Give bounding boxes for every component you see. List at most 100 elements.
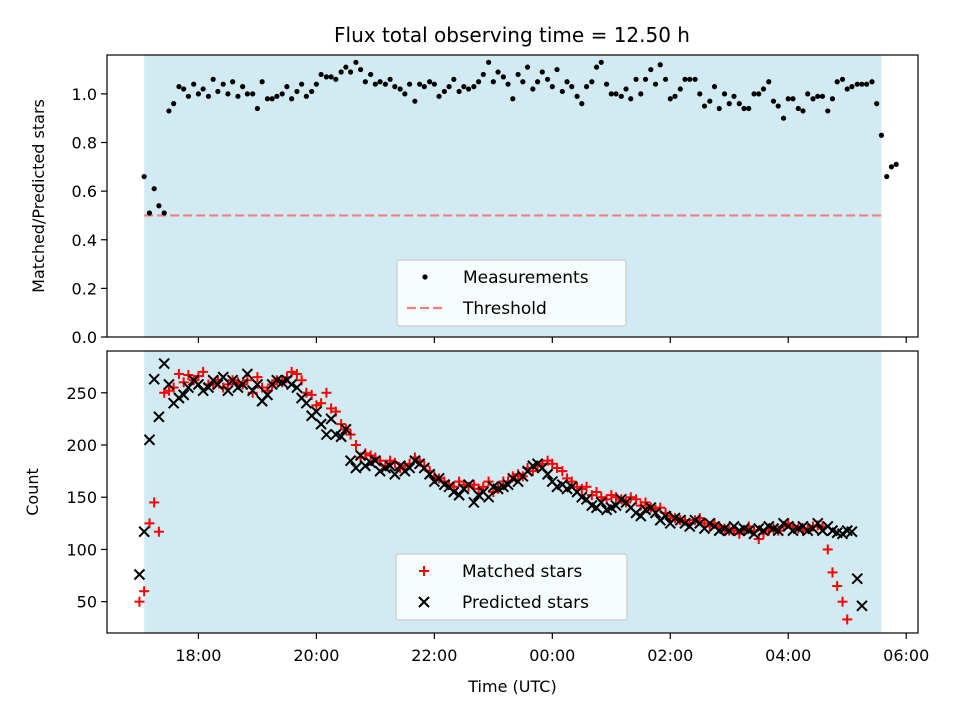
matched-star-marker	[350, 440, 361, 450]
measurement-point	[554, 66, 560, 73]
predicted-star-marker	[507, 472, 519, 485]
measurement-point	[471, 84, 477, 90]
matched-star-marker	[252, 372, 263, 383]
measurement-point	[642, 76, 649, 82]
measurement-point	[878, 132, 885, 138]
predicted-star-marker	[197, 384, 209, 397]
matched-star-marker	[198, 366, 209, 377]
measurement-point	[874, 101, 880, 107]
top-ytick-label: 0.2	[72, 279, 97, 298]
predicted-star-marker	[369, 454, 382, 467]
measurement-point	[564, 79, 570, 85]
measurement-point	[760, 86, 767, 92]
matched-star-marker	[822, 544, 833, 555]
measurement-point	[412, 98, 418, 104]
measurement-point	[751, 91, 757, 97]
top-ytick-label: 0.4	[72, 231, 97, 250]
measurement-point	[225, 91, 231, 97]
measurement-point	[829, 96, 836, 102]
predicted-star-marker	[812, 517, 824, 530]
measurement-point	[264, 96, 271, 102]
measurement-point	[427, 79, 433, 85]
legend-matched-marker	[419, 566, 429, 576]
measurement-point	[210, 76, 216, 82]
predicted-star-marker	[595, 496, 607, 509]
predicted-star-marker	[743, 524, 755, 537]
matched-star-marker	[473, 483, 484, 494]
measurement-point	[701, 103, 708, 109]
measurement-point	[461, 84, 467, 90]
measurement-point	[328, 74, 334, 80]
matched-star-marker	[149, 497, 160, 508]
measurement-point	[613, 91, 619, 97]
predicted-star-marker	[202, 381, 215, 394]
measurement-point	[721, 91, 728, 97]
measurement-point	[244, 91, 250, 97]
measurement-point	[583, 84, 590, 90]
measurement-point	[382, 81, 388, 87]
matched-star-marker	[557, 466, 568, 477]
predicted-star-marker	[541, 468, 554, 480]
matched-star-marker	[311, 400, 322, 411]
predicted-star-marker	[335, 430, 347, 443]
measurement-point	[697, 91, 703, 97]
predicted-star-marker	[448, 486, 460, 498]
bottom-xtick-label: 00:00	[529, 646, 575, 665]
measurement-point	[220, 81, 226, 87]
measurement-point	[486, 59, 492, 65]
measurement-point	[520, 79, 526, 85]
measurement-point	[628, 96, 634, 102]
measurement-point	[333, 76, 339, 82]
measurement-point	[687, 76, 693, 82]
measurement-point	[849, 84, 855, 90]
matched-star-marker	[321, 387, 332, 398]
bottom-xtick-label: 20:00	[293, 646, 339, 665]
legend-label: Predicted stars	[462, 593, 589, 613]
figure-title: Flux total observing time = 12.50 h	[334, 23, 690, 47]
predicted-star-marker	[635, 510, 647, 522]
matched-star-marker	[144, 518, 155, 529]
measurement-point	[785, 96, 791, 102]
measurement-point	[372, 81, 378, 87]
measurement-point	[766, 79, 772, 85]
measurement-point	[431, 81, 437, 87]
measurement-point	[417, 81, 423, 87]
measurement-point	[191, 81, 197, 87]
bottom-ylabel: Count	[23, 468, 42, 516]
measurement-point	[667, 96, 673, 102]
legend-measurements-marker	[422, 274, 428, 280]
measurement-point	[726, 101, 732, 107]
measurement-point	[347, 69, 354, 75]
measurement-point	[893, 161, 899, 167]
matched-star-marker	[173, 368, 184, 379]
measurement-point	[569, 84, 575, 90]
measurement-point	[598, 59, 604, 65]
measurement-point	[495, 69, 501, 75]
bottom-ytick-label: 200	[66, 436, 97, 455]
top-legend: Measurements Threshold	[396, 259, 627, 327]
measurement-point	[839, 76, 846, 82]
predicted-star-marker	[246, 384, 259, 397]
measurement-point	[446, 84, 452, 90]
measurement-point	[343, 64, 349, 70]
predicted-star-marker	[340, 423, 352, 436]
measurement-point	[559, 88, 565, 95]
bottom-ytick-label: 150	[66, 488, 97, 507]
measurement-point	[451, 76, 457, 82]
measurement-point	[235, 93, 241, 99]
bottom-xtick-label: 22:00	[411, 646, 457, 665]
measurement-point	[436, 93, 442, 99]
predicted-star-marker	[350, 462, 362, 474]
bottom-legend-box	[395, 553, 628, 621]
measurement-point	[593, 64, 600, 70]
predicted-star-marker	[251, 378, 264, 391]
predicted-star-marker	[182, 381, 195, 394]
measurement-point	[240, 84, 246, 90]
measurement-point	[505, 81, 511, 87]
measurement-point	[854, 81, 860, 87]
measurement-point	[465, 86, 472, 92]
predicted-star-marker	[138, 525, 150, 538]
matched-star-marker	[306, 389, 317, 400]
measurement-point	[358, 66, 364, 73]
measurement-point	[353, 59, 359, 65]
